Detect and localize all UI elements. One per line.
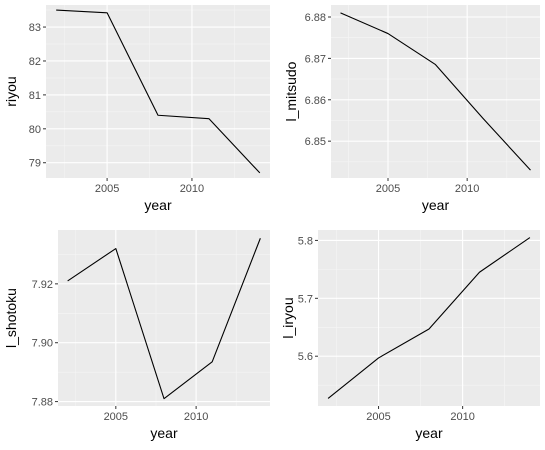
y-tick-label: 82 (29, 56, 41, 68)
y-tick-label: 83 (29, 22, 41, 34)
panel-background (46, 5, 270, 178)
series-line-1 (327, 237, 531, 399)
y-tick-label: 80 (29, 124, 41, 136)
x-axis-title: year (150, 425, 178, 441)
y-tick-label: 6.87 (305, 53, 326, 65)
y-tick-label: 6.88 (305, 12, 326, 24)
y-tick-label: 7.92 (32, 279, 53, 291)
y-tick-label: 6.85 (305, 136, 326, 148)
y-tick-label: 6.86 (305, 95, 326, 107)
y-axis-title: l_shotoku (3, 288, 19, 348)
y-tick-label: 5.8 (298, 235, 313, 247)
y-tick-label: 7.88 (32, 397, 53, 409)
y-axis-title: l_mitsudo (283, 61, 299, 121)
chart-panel-3: 2005 2010 7.88 7.90 7.92 year l_shotoku (3, 230, 270, 441)
chart-panel-2: 2005 2010 6.85 6.86 6.87 6.88 year l_mitsudo (283, 5, 540, 213)
y-axis-title: riyou (3, 76, 19, 106)
x-tick-label: 2010 (184, 411, 208, 423)
y-tick-label: 81 (29, 90, 41, 102)
y-axis-title: l_iryou (280, 297, 296, 338)
x-axis-title: year (415, 425, 443, 441)
x-axis-title: year (144, 197, 172, 213)
chart-panel-4: 2005 2010 5.6 5.7 5.8 year l_iryou (280, 230, 540, 441)
panel-background (58, 230, 270, 406)
x-tick-label: 2010 (180, 183, 204, 195)
y-tick-label: 79 (29, 158, 41, 170)
x-tick-label: 2010 (450, 411, 474, 423)
series-line-1 (67, 238, 261, 400)
x-tick-label: 2005 (104, 411, 128, 423)
series-line-1 (340, 12, 531, 171)
x-tick-label: 2005 (376, 183, 400, 195)
x-axis-title: year (422, 197, 450, 213)
y-tick-label: 5.6 (298, 351, 313, 363)
x-tick-label: 2005 (95, 183, 119, 195)
x-tick-label: 2005 (366, 411, 390, 423)
y-tick-label: 5.7 (298, 293, 313, 305)
chart-panel-1: 2005 2010 79 80 81 82 83 year riyou (3, 5, 270, 213)
y-tick-label: 7.90 (32, 338, 53, 350)
series-line-1 (56, 9, 261, 174)
x-tick-label: 2010 (455, 183, 479, 195)
panel-background (331, 5, 540, 178)
